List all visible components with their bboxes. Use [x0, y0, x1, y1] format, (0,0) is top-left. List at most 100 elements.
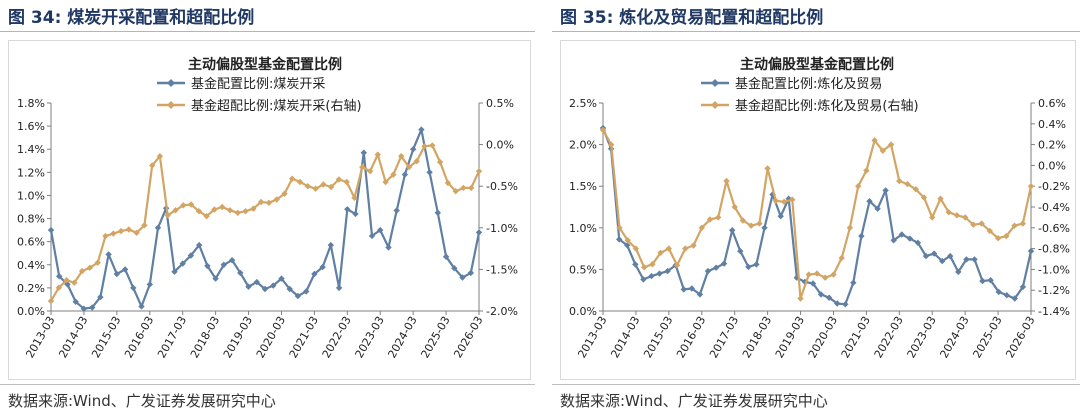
- x-tick-label: 2024-03: [938, 314, 972, 360]
- x-tick-label: 2017-03: [155, 314, 189, 360]
- left-tick-label: 2.5%: [569, 97, 597, 110]
- source-note: 数据来源:Wind、广发证券发展研究中心: [560, 392, 828, 410]
- data-point: [863, 167, 870, 174]
- left-tick-label: 1.8%: [17, 97, 45, 110]
- x-tick-label: 2018-03: [188, 314, 222, 360]
- right-tick-label: -0.5%: [486, 180, 518, 193]
- data-point: [289, 175, 296, 182]
- data-point: [777, 213, 784, 220]
- left-tick-label: 0.0%: [569, 305, 597, 318]
- data-point: [80, 305, 88, 312]
- data-point: [405, 163, 413, 171]
- data-point: [219, 203, 226, 211]
- data-point: [146, 281, 153, 288]
- data-point: [656, 270, 663, 277]
- data-point: [616, 224, 623, 231]
- data-point: [761, 224, 768, 231]
- data-point: [706, 216, 714, 223]
- data-point: [599, 126, 607, 134]
- data-point: [261, 285, 269, 293]
- data-point: [220, 261, 227, 268]
- data-point: [648, 272, 655, 280]
- data-point: [421, 143, 428, 150]
- data-point: [47, 226, 55, 234]
- x-tick-label: 2013-03: [23, 314, 57, 360]
- right-tick-label: -0.4%: [1038, 201, 1070, 214]
- data-point: [270, 282, 277, 289]
- data-point: [398, 153, 405, 160]
- right-tick-label: 0.0%: [1038, 159, 1066, 172]
- data-point: [460, 184, 467, 192]
- data-point: [234, 209, 241, 216]
- data-point: [904, 180, 911, 188]
- title-divider: [552, 31, 1080, 32]
- left-tick-label: 1.0%: [17, 189, 45, 202]
- data-point: [257, 198, 265, 206]
- data-point: [393, 207, 400, 214]
- data-point: [71, 279, 78, 286]
- data-point: [887, 141, 895, 148]
- data-point: [413, 158, 420, 165]
- x-tick-label: 2015-03: [89, 314, 123, 360]
- data-point: [641, 264, 648, 271]
- right-tick-label: 0.5%: [486, 97, 514, 110]
- data-point: [723, 177, 730, 185]
- data-point: [1027, 183, 1035, 190]
- data-point: [72, 298, 79, 305]
- x-tick-label: 2020-03: [254, 314, 288, 360]
- title-divider: [0, 31, 535, 32]
- left-tick-label: 0.2%: [17, 282, 45, 295]
- x-tick-label: 2021-03: [839, 314, 873, 360]
- data-point: [1003, 292, 1010, 299]
- data-point: [278, 275, 285, 282]
- data-point: [475, 229, 483, 236]
- data-point: [866, 198, 873, 205]
- right-tick-label: 0.6%: [1038, 97, 1066, 110]
- data-point: [187, 201, 195, 208]
- data-point: [211, 206, 218, 213]
- data-point: [825, 294, 833, 301]
- legend-marker: [167, 79, 175, 87]
- right-tick-label: -0.8%: [1038, 243, 1070, 256]
- data-point: [374, 151, 381, 158]
- data-point: [920, 194, 928, 201]
- data-point: [86, 264, 94, 271]
- data-point: [366, 168, 374, 175]
- data-point: [319, 263, 326, 271]
- right-tick-label: -1.4%: [1038, 305, 1070, 318]
- left-tick-label: 0.8%: [17, 213, 45, 226]
- data-point: [312, 185, 319, 192]
- data-point: [390, 171, 397, 178]
- data-point: [133, 229, 140, 236]
- data-point: [110, 230, 117, 237]
- data-point: [296, 178, 304, 186]
- data-point: [459, 274, 466, 281]
- left-tick-label: 1.6%: [17, 120, 45, 133]
- data-point: [228, 257, 236, 264]
- figure-34: 图 34: 煤炭开采配置和超配比例 主动偏股型基金配置比例 基金配置比例:煤炭开采…: [0, 0, 535, 417]
- data-point: [382, 178, 389, 186]
- data-point: [141, 222, 148, 229]
- data-point: [294, 292, 302, 300]
- legend-marker: [711, 79, 719, 87]
- data-point: [281, 190, 288, 197]
- x-tick-label: 2023-03: [353, 314, 387, 360]
- left-tick-label: 0.4%: [17, 259, 45, 272]
- data-point: [680, 286, 687, 293]
- data-point: [56, 273, 63, 280]
- data-point: [226, 207, 234, 214]
- data-point: [121, 266, 129, 273]
- x-tick-label: 2016-03: [122, 314, 156, 360]
- data-point: [452, 188, 459, 195]
- data-point: [377, 226, 384, 234]
- data-point: [994, 235, 1002, 242]
- data-point: [842, 301, 849, 308]
- data-point: [971, 256, 978, 263]
- data-point: [930, 250, 938, 257]
- data-point: [196, 241, 203, 249]
- data-point: [304, 183, 311, 190]
- data-point: [55, 284, 62, 291]
- x-tick-label: 2020-03: [806, 314, 840, 360]
- data-point: [979, 277, 986, 285]
